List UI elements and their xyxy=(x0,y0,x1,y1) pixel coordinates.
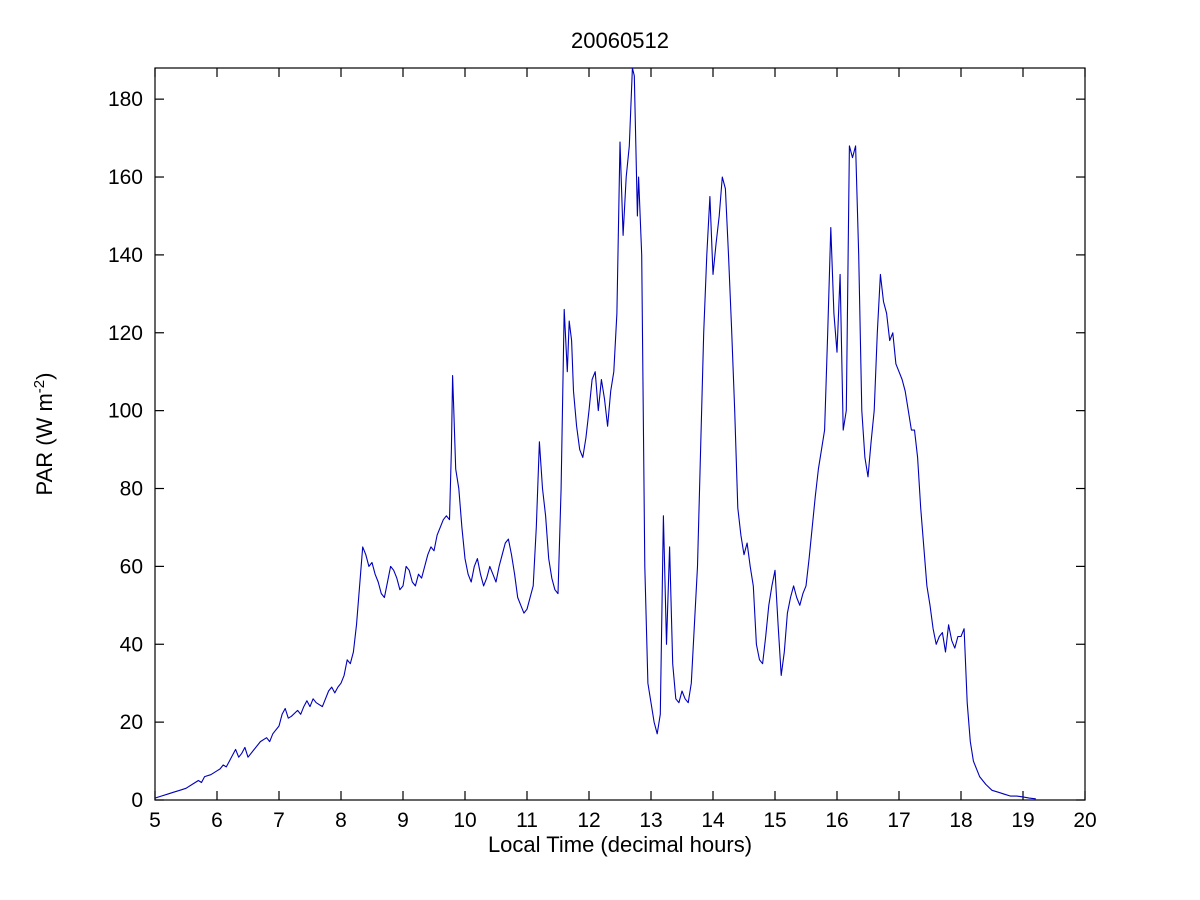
x-tick-label: 11 xyxy=(516,809,538,832)
x-axis-label: Local Time (decimal hours) xyxy=(488,832,752,857)
x-tick-label: 20 xyxy=(1073,809,1096,832)
x-tick-label: 19 xyxy=(1011,809,1034,832)
x-tick-label: 8 xyxy=(335,809,347,832)
y-axis-label: PAR (W m-2) xyxy=(31,373,58,496)
x-tick-label: 9 xyxy=(397,809,409,832)
x-tick-label: 10 xyxy=(453,809,476,832)
x-tick-label: 15 xyxy=(763,809,786,832)
x-tick-label: 7 xyxy=(273,809,285,832)
par-series-line xyxy=(155,68,1036,800)
x-tick-label: 14 xyxy=(701,809,725,832)
y-tick-label: 140 xyxy=(108,244,143,267)
x-tick-label: 12 xyxy=(577,809,600,832)
y-tick-label: 160 xyxy=(108,166,143,189)
x-tick-label: 16 xyxy=(825,809,848,832)
y-tick-label: 20 xyxy=(120,711,143,734)
y-tick-label: 60 xyxy=(120,555,143,578)
x-tick-label: 18 xyxy=(949,809,972,832)
y-tick-label: 80 xyxy=(120,478,143,501)
x-tick-label: 6 xyxy=(211,809,223,832)
axes-box xyxy=(154,67,1086,801)
y-axis-ticks: 0 20 40 60 80 100 120 140 160 180 xyxy=(108,88,1085,812)
x-axis-ticks: 5 6 7 8 9 10 11 12 13 14 15 16 17 18 19 20 xyxy=(149,68,1097,832)
y-tick-label: 180 xyxy=(108,88,143,111)
x-tick-label: 17 xyxy=(887,809,910,832)
y-tick-label: 0 xyxy=(131,789,143,812)
y-tick-label: 40 xyxy=(120,633,143,656)
x-tick-label: 5 xyxy=(149,809,161,832)
chart-title: 20060512 xyxy=(571,28,669,53)
y-tick-label: 120 xyxy=(108,322,143,345)
y-tick-label: 100 xyxy=(108,400,143,423)
x-tick-label: 13 xyxy=(639,809,662,832)
